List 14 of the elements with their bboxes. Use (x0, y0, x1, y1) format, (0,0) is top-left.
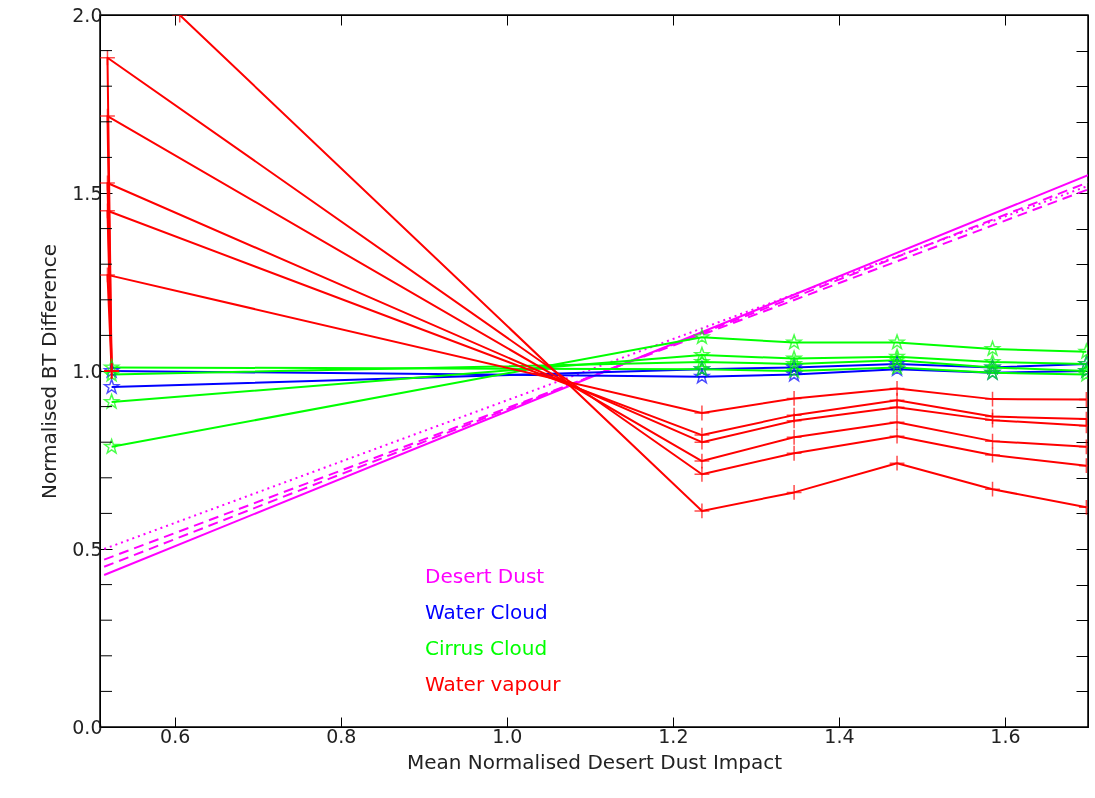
text: Water vapour (425, 672, 562, 696)
y-tick-label: 2.0 (72, 3, 103, 26)
x-tick-label: 0.6 (160, 724, 191, 747)
x-tick-label: 1.2 (658, 724, 689, 747)
y-tick-label: 0.0 (72, 715, 103, 738)
x-tick-label: 1.6 (990, 724, 1021, 747)
y-axis-title: Normalised BT Difference (37, 243, 62, 500)
text: Water Cloud (425, 600, 548, 624)
x-tick-label: 0.8 (326, 724, 357, 747)
x-axis-title: Mean Normalised Desert Dust Impact (406, 749, 783, 774)
text: Desert Dust (425, 564, 545, 588)
x-tick-label: 1.4 (824, 724, 855, 747)
x-tick-label: 1.0 (492, 724, 523, 747)
text: Cirrus Cloud (425, 636, 548, 660)
